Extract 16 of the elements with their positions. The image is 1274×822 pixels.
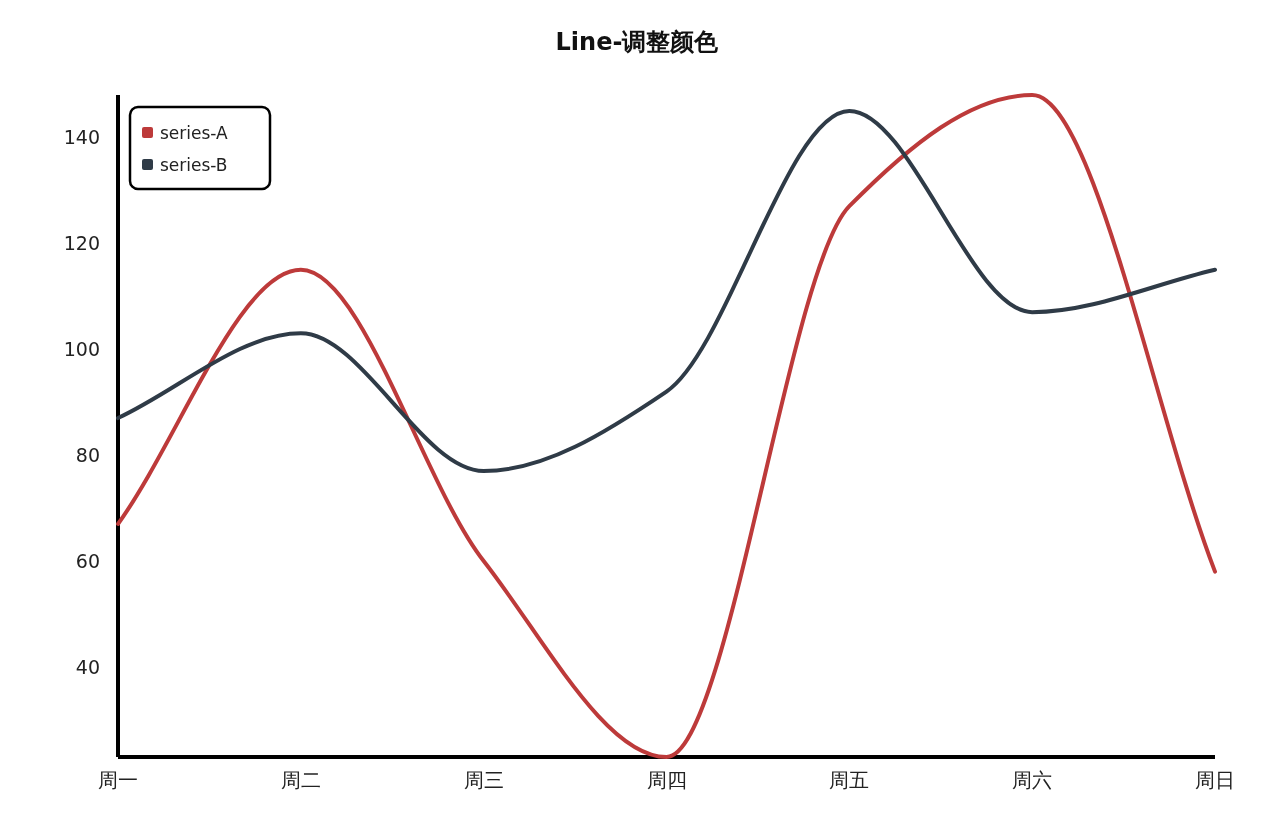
y-tick-label: 80 — [75, 444, 100, 467]
y-tick-label: 100 — [63, 338, 100, 361]
legend-label: series-A — [160, 123, 229, 143]
legend-label: series-B — [160, 155, 228, 175]
chart-title: Line-调整颜色 — [555, 28, 720, 56]
x-tick-label: 周四 — [646, 768, 687, 792]
x-tick-label: 周日 — [1195, 768, 1235, 792]
x-tick-label: 周一 — [98, 768, 138, 792]
y-tick-label: 60 — [75, 550, 100, 573]
x-tick-label: 周五 — [829, 768, 870, 792]
x-tick-label: 周二 — [280, 768, 321, 792]
y-tick-label: 140 — [63, 126, 100, 149]
y-tick-label: 120 — [63, 232, 100, 255]
y-tick-label: 40 — [75, 655, 100, 678]
x-tick-label: 周六 — [1012, 768, 1053, 792]
x-tick-label: 周三 — [463, 768, 504, 792]
